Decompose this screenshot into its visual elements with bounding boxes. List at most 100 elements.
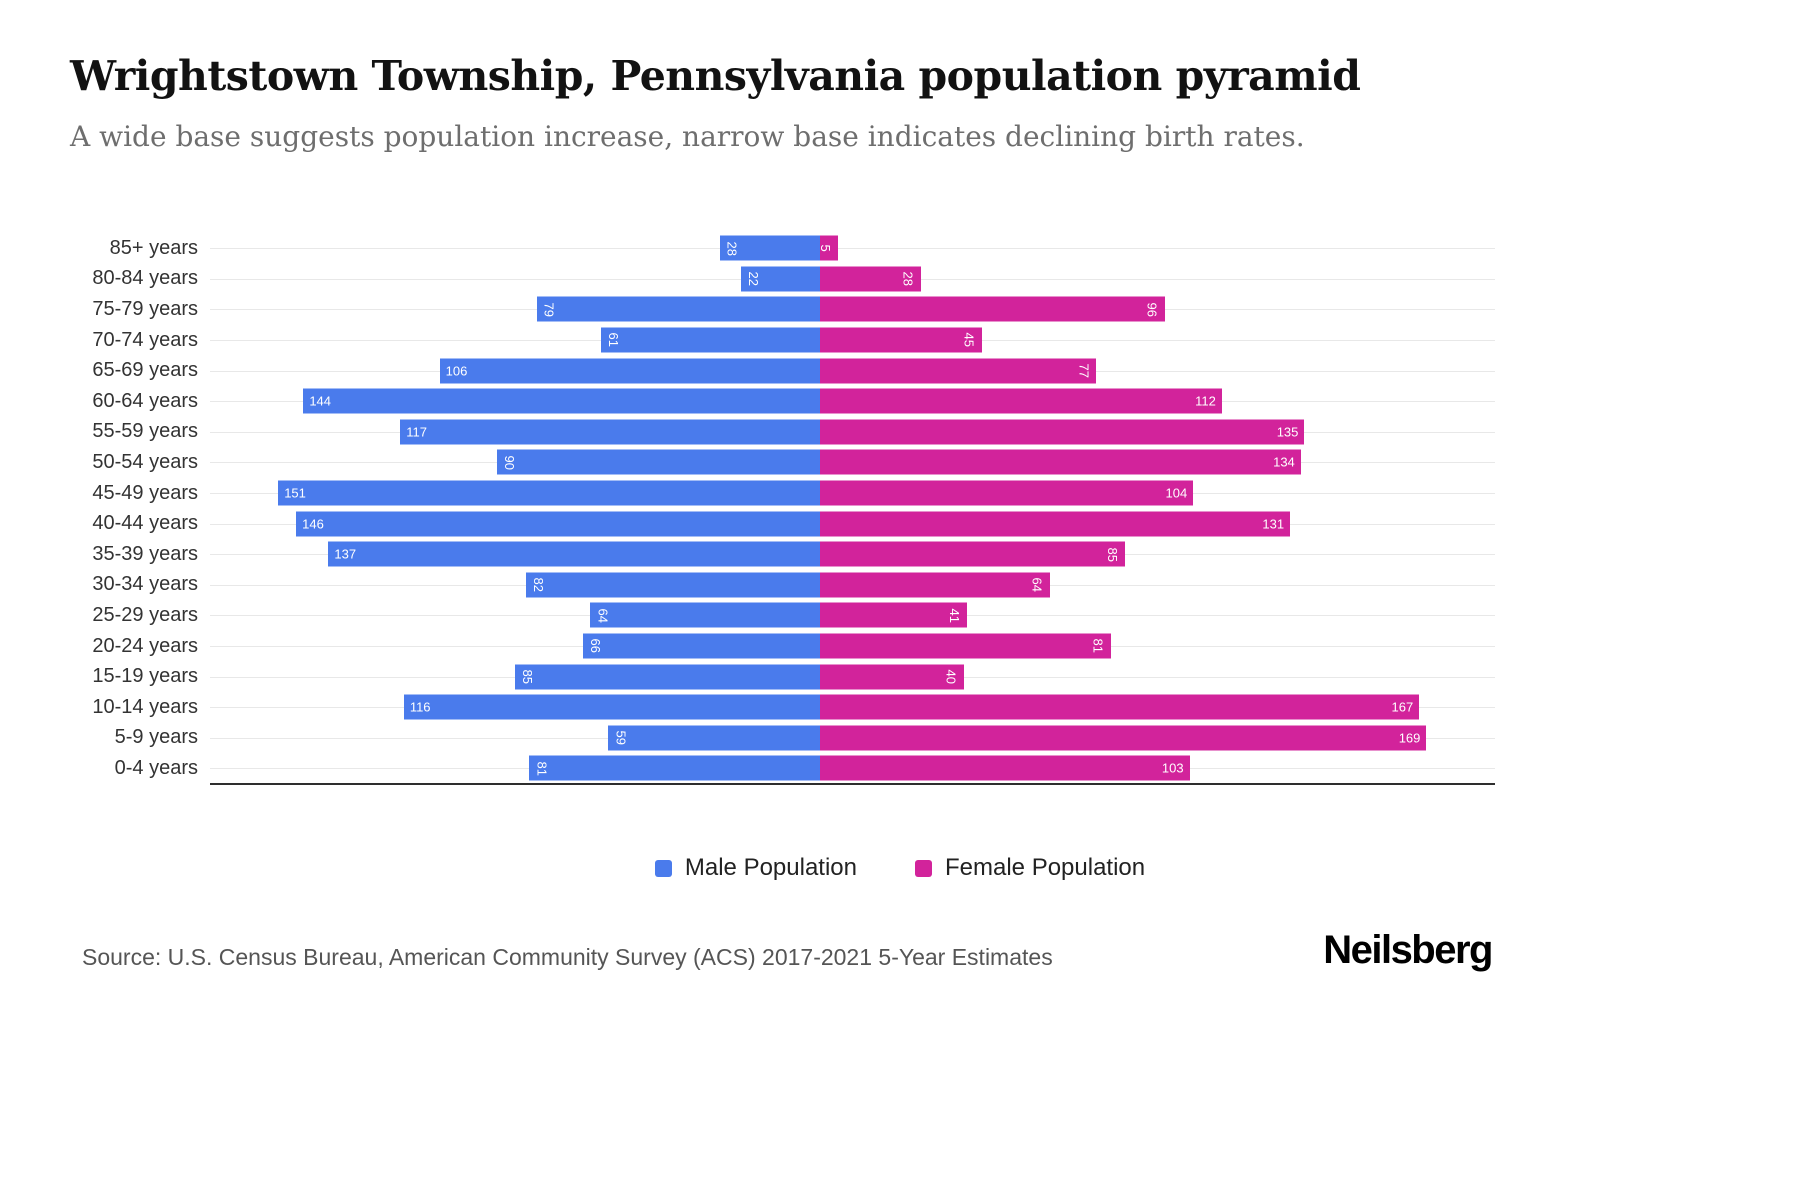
female-bar[interactable]: 169 [820,725,1427,751]
legend-item-male[interactable]: Male Population [654,854,857,882]
age-group-label: 10-14 years [92,695,198,718]
pyramid-row: 5-9 years 59 169 [70,723,1495,754]
pyramid-row: 65-69 years 106 77 [70,355,1495,386]
male-bar[interactable]: 144 [303,388,820,414]
male-bar[interactable]: 81 [529,755,820,781]
male-bar[interactable]: 137 [328,541,820,567]
bar-value-label: 66 [588,638,604,654]
male-bar[interactable]: 66 [583,633,820,659]
female-bar[interactable]: 85 [820,541,1125,567]
female-bar[interactable]: 41 [820,602,968,628]
gridline [210,248,1495,250]
male-bar[interactable]: 28 [719,235,820,261]
page-title: Wrightstown Township, Pennsylvania popul… [70,52,1361,100]
female-legend-label: Female Population [945,854,1146,881]
bar-value-label: 106 [445,363,468,379]
plot-row: 22 28 [210,264,1495,295]
female-bar[interactable]: 135 [820,419,1305,445]
female-bar[interactable]: 77 [820,358,1097,384]
plot-row: 85 40 [210,661,1495,692]
pyramid-row: 0-4 years 81 103 [70,753,1495,784]
age-group-label: 35-39 years [92,542,198,565]
age-group-label: 45-49 years [92,481,198,504]
pyramid-row: 20-24 years 66 81 [70,631,1495,662]
age-group-label: 85+ years [109,236,198,259]
pyramid-row: 55-59 years 117 135 [70,417,1495,448]
plot-row: 117 135 [210,417,1495,448]
bar-value-label: 40 [943,669,959,684]
plot-row: 144 112 [210,386,1495,417]
female-bar[interactable]: 45 [820,327,982,353]
bar-value-label: 81 [534,761,550,776]
male-bar[interactable]: 90 [497,449,820,475]
age-group-label: 30-34 years [92,573,198,596]
age-group-label: 15-19 years [92,665,198,688]
male-bar[interactable]: 117 [400,419,820,445]
female-bar[interactable]: 167 [820,694,1420,720]
bar-value-label: 22 [746,271,762,287]
female-bar[interactable]: 103 [820,755,1190,781]
pyramid-row: 80-84 years 22 28 [70,264,1495,295]
pyramid-row: 35-39 years 137 85 [70,539,1495,570]
male-bar[interactable]: 106 [439,358,820,384]
pyramid-row: 15-19 years 85 40 [70,661,1495,692]
male-bar[interactable]: 22 [741,266,820,292]
pyramid-row: 85+ years 28 5 [70,233,1495,264]
bar-value-label: 5 [817,244,833,252]
bar-value-label: 59 [613,730,629,746]
male-bar[interactable]: 151 [278,480,820,506]
female-bar[interactable]: 131 [820,511,1291,537]
bar-value-label: 90 [502,455,518,470]
female-bar[interactable]: 81 [820,633,1111,659]
female-bar[interactable]: 64 [820,572,1050,598]
female-bar[interactable]: 96 [820,296,1165,322]
male-bar[interactable]: 79 [536,296,820,322]
bar-value-label: 151 [284,485,306,501]
bar-value-label: 103 [1161,760,1184,776]
female-bar[interactable]: 28 [820,266,921,292]
male-bar[interactable]: 85 [515,664,820,690]
bar-value-label: 64 [1029,577,1045,593]
pyramid-row: 30-34 years 82 64 [70,570,1495,601]
brand-logo: Neilsberg [1323,928,1493,972]
age-group-label: 20-24 years [92,634,198,657]
age-group-label: 60-64 years [92,389,198,412]
female-legend-swatch [915,859,932,877]
male-bar[interactable]: 59 [608,725,820,751]
bar-value-label: 85 [1105,547,1120,562]
age-group-label: 40-44 years [92,512,198,535]
pyramid-row: 70-74 years 61 45 [70,325,1495,356]
age-group-label: 50-54 years [92,450,198,473]
male-bar[interactable]: 116 [403,694,820,720]
bar-value-label: 28 [724,241,740,256]
bar-value-label: 104 [1165,485,1188,501]
age-group-label: 0-4 years [114,756,198,779]
male-legend-swatch [654,859,672,877]
chart-rows: 85+ years 28 5 80-84 years 22 28 75-79 years 79… [70,233,1495,784]
female-bar[interactable]: 5 [817,235,838,261]
male-bar[interactable]: 82 [525,572,820,598]
female-bar[interactable]: 104 [820,480,1194,506]
plot-row: 64 41 [210,600,1495,631]
bar-value-label: 112 [1195,393,1216,409]
bar-value-label: 81 [1090,638,1106,654]
pyramid-row: 50-54 years 90 134 [70,447,1495,478]
bar-value-label: 146 [302,516,324,532]
female-bar[interactable]: 134 [820,449,1301,475]
age-group-label: 80-84 years [92,267,198,290]
female-bar[interactable]: 40 [820,664,964,690]
plot-row: 28 5 [210,233,1495,264]
plot-row: 151 104 [210,478,1495,509]
female-bar[interactable]: 112 [820,388,1222,414]
male-bar[interactable]: 64 [590,602,820,628]
male-bar[interactable]: 61 [601,327,820,353]
legend-item-female[interactable]: Female Population [915,854,1145,882]
age-group-label: 70-74 years [92,328,198,351]
plot-row: 82 64 [210,570,1495,601]
plot-row: 90 134 [210,447,1495,478]
male-bar[interactable]: 146 [296,511,820,537]
plot-row: 137 85 [210,539,1495,570]
pyramid-row: 10-14 years 116 167 [70,692,1495,723]
bar-value-label: 131 [1262,516,1285,532]
legend: Male Population Female Population [0,854,1800,882]
